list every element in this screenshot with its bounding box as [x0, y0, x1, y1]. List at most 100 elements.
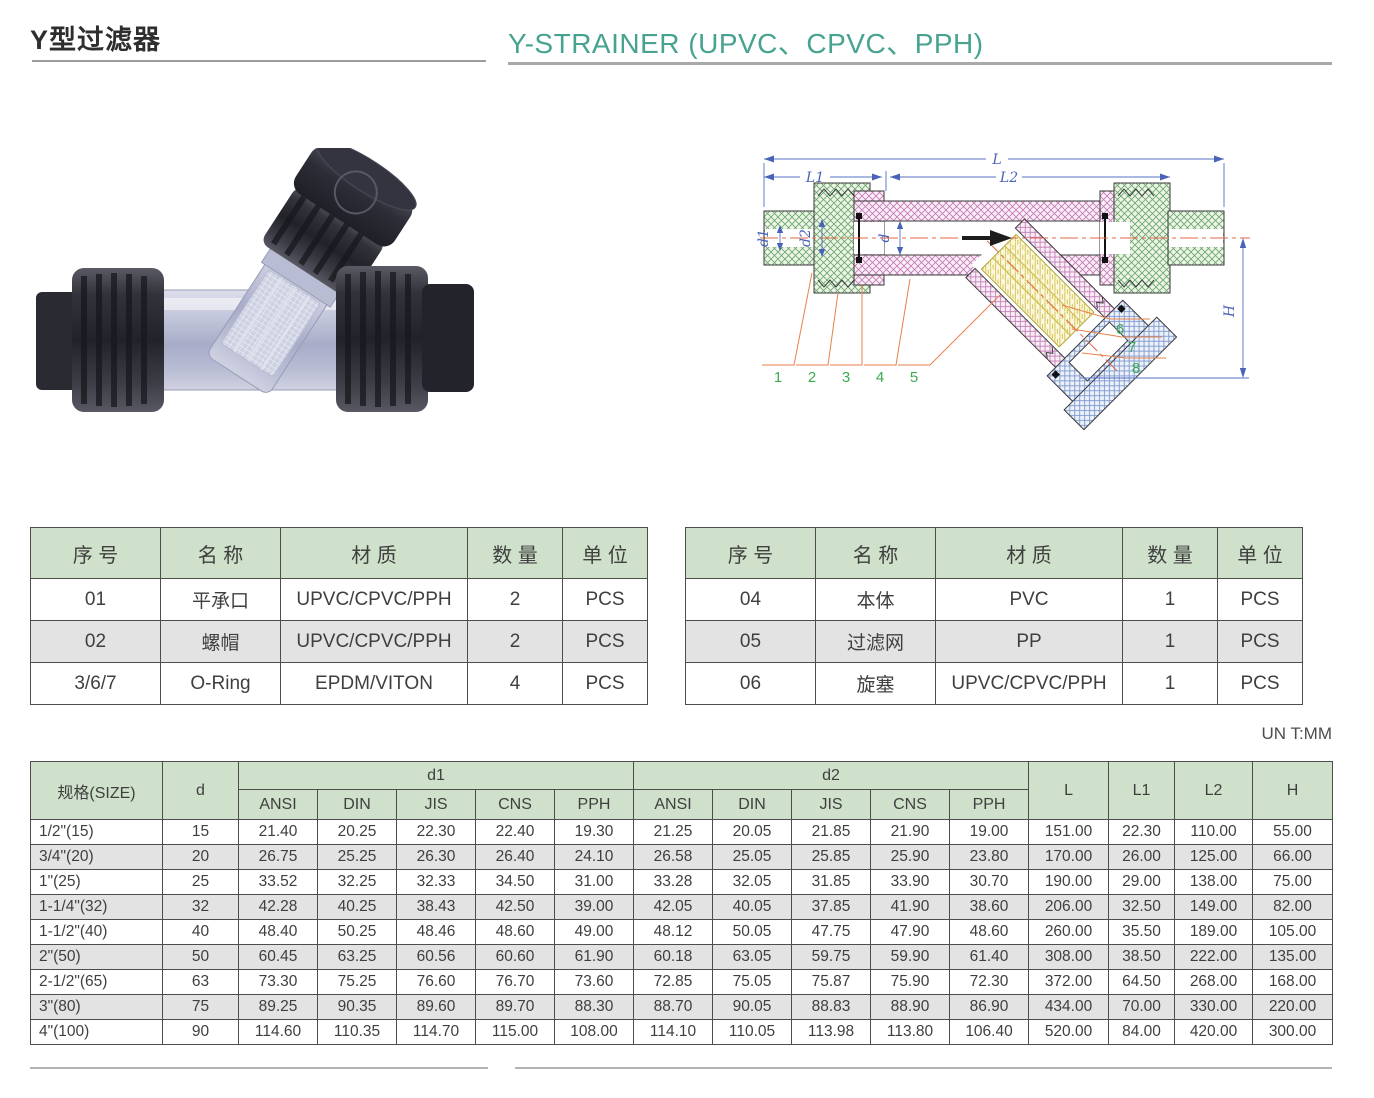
table-cell: 115.00 [475, 1019, 555, 1045]
table-cell: 2-1/2"(65) [30, 969, 163, 995]
left-threads [817, 188, 855, 288]
title-underline-right [508, 62, 1332, 65]
table-cell: 63 [162, 969, 239, 995]
table-cell: 33.90 [870, 869, 951, 895]
technical-diagram-svg: L L1 L2 d1 d2 d H [756, 152, 1250, 431]
table-cell: 330.00 [1174, 994, 1254, 1020]
table-cell: 260.00 [1028, 919, 1110, 945]
table-cell: 螺帽 [160, 620, 281, 663]
table-cell: PP [935, 620, 1123, 663]
table-cell: 48.60 [949, 919, 1030, 945]
dim-label-d: d [877, 233, 893, 242]
table-cell: 3/6/7 [30, 662, 161, 705]
table-cell: 420.00 [1174, 1019, 1254, 1045]
table-cell: 105.00 [1252, 919, 1334, 945]
table-cell: 76.70 [475, 969, 555, 995]
table-cell: 151.00 [1028, 819, 1110, 845]
table-row: 3"(80) 75 89.25 90.35 89.60 89.70 88.30 88.70 90… [30, 994, 1334, 1020]
table-cell: 4"(100) [30, 1019, 163, 1045]
col-group-d2: d2 [633, 761, 1030, 790]
product-photo-svg [36, 140, 474, 412]
table-cell: 22.40 [475, 819, 555, 845]
table-cell: 21.85 [791, 819, 872, 845]
table-cell: 190.00 [1028, 869, 1110, 895]
table-cell: 72.85 [633, 969, 714, 995]
table-cell: 1 [1122, 578, 1218, 621]
table-cell: 2 [467, 578, 563, 621]
table-cell: 32.05 [712, 869, 793, 895]
col-H: H [1252, 761, 1334, 820]
col-d2-din: DIN [712, 789, 793, 820]
table-cell: 73.30 [238, 969, 318, 995]
table-cell: 520.00 [1028, 1019, 1110, 1045]
technical-diagram: L L1 L2 d1 d2 d H [750, 133, 1370, 435]
table-cell: 89.25 [238, 994, 318, 1020]
parts-table-right: 序 号名 称材 质数 量单 位 04 本体 PVC 1 PCS 05 过滤网 PP 1 PCS 06… [685, 527, 1303, 705]
table-cell: UPVC/CPVC/PPH [935, 662, 1123, 705]
product-photo [30, 140, 480, 450]
table-row: 01 平承口 UPVC/CPVC/PPH 2 PCS [30, 578, 648, 621]
table-cell: 旋塞 [815, 662, 936, 705]
page-title-english: Y-STRAINER (UPVC、CPVC、PPH) [508, 28, 984, 59]
extension-lines [763, 163, 1225, 207]
table-cell: 300.00 [1252, 1019, 1334, 1045]
table-cell: 本体 [815, 578, 936, 621]
table-cell: 50.05 [712, 919, 793, 945]
table-cell: 59.75 [791, 944, 872, 970]
plug-threads [1045, 296, 1104, 359]
table-cell: 50 [162, 944, 239, 970]
table-cell: 110.05 [712, 1019, 793, 1045]
table-cell: 59.90 [870, 944, 951, 970]
col-d2-jis: JIS [791, 789, 872, 820]
table-cell: 114.70 [396, 1019, 476, 1045]
table-cell: 89.70 [475, 994, 555, 1020]
table-cell: 15 [162, 819, 239, 845]
table-cell: 88.30 [553, 994, 635, 1020]
table-cell: 372.00 [1028, 969, 1110, 995]
table-cell: 90.35 [317, 994, 397, 1020]
table-cell: 31.85 [791, 869, 872, 895]
table-cell: 3/4"(20) [30, 844, 163, 870]
right-nut-ribs [345, 271, 411, 407]
table-row: 3/4"(20) 20 26.75 25.25 26.30 26.40 24.10 26.58… [30, 844, 1334, 870]
table-cell: 206.00 [1028, 894, 1110, 920]
body-top-wall [853, 200, 1131, 222]
table-cell: 1-1/4"(32) [30, 894, 163, 920]
col-L1: L1 [1108, 761, 1176, 820]
table-cell: 125.00 [1174, 844, 1254, 870]
table-cell: 60.56 [396, 944, 476, 970]
table-cell: 40.25 [317, 894, 397, 920]
table-cell: 04 [685, 578, 816, 621]
table-cell: 32.50 [1108, 894, 1176, 920]
col-d1-ansi: ANSI [238, 789, 318, 820]
table-cell: UPVC/CPVC/PPH [280, 620, 468, 663]
table-cell: 26.58 [633, 844, 714, 870]
table-cell: 60.18 [633, 944, 714, 970]
dim-label-d1: d1 [756, 229, 772, 247]
table-cell: 33.52 [238, 869, 318, 895]
callout-8: 8 [1132, 360, 1140, 377]
table-cell: 308.00 [1028, 944, 1110, 970]
right-threads [1117, 188, 1155, 288]
table-cell: 21.25 [633, 819, 714, 845]
table-cell: 75.05 [712, 969, 793, 995]
brand-emblem [333, 170, 378, 215]
table-cell: UPVC/CPVC/PPH [280, 578, 468, 621]
table-cell: 75.90 [870, 969, 951, 995]
table-cell: 88.90 [870, 994, 951, 1020]
table-cell: 48.60 [475, 919, 555, 945]
table-cell: 01 [30, 578, 161, 621]
table-row: 4"(100) 90 114.60 110.35 114.70 115.00 108.00 1… [30, 1019, 1334, 1045]
table-row: 02 螺帽 UPVC/CPVC/PPH 2 PCS [30, 620, 648, 663]
table-cell: 220.00 [1252, 994, 1334, 1020]
dimensions: L L1 L2 d1 d2 d H [756, 152, 1249, 379]
table-cell: 49.00 [553, 919, 635, 945]
callout-leaders [762, 272, 1166, 366]
table-cell: 48.12 [633, 919, 714, 945]
table-cell: 35.50 [1108, 919, 1176, 945]
table-cell: 38.50 [1108, 944, 1176, 970]
table-cell: 1 [1122, 662, 1218, 705]
table-cell: 38.43 [396, 894, 476, 920]
table-cell: 06 [685, 662, 816, 705]
